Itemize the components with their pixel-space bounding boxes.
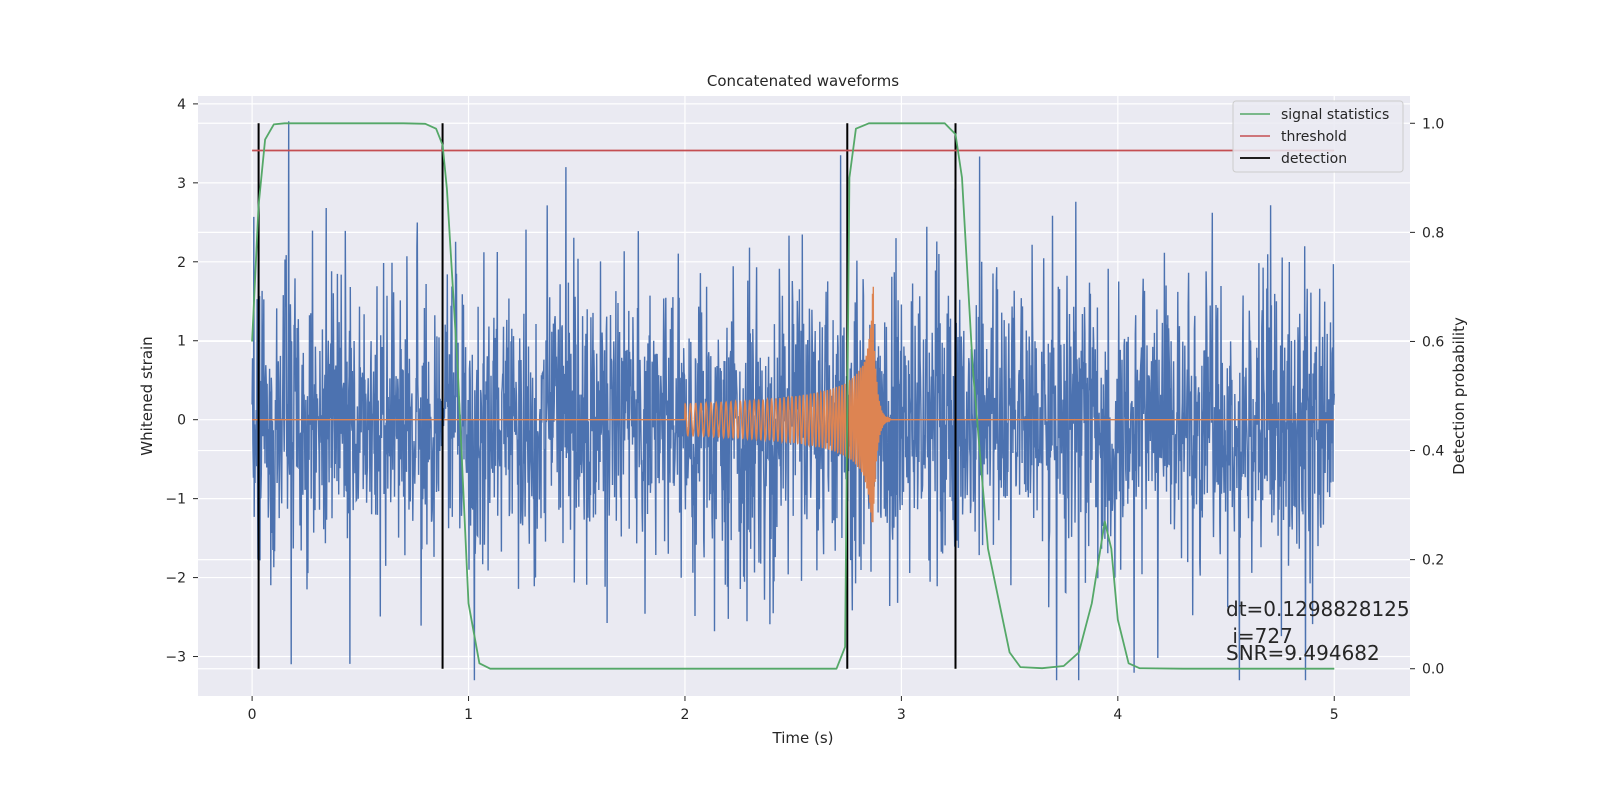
y-tick-label: 1 [177,334,186,350]
y-tick-label: −3 [165,650,186,666]
x-tick-label: 1 [464,707,473,723]
x-tick-label: 2 [681,707,690,723]
y-tick-label: −1 [165,492,186,508]
y-right-tick-label: 0.4 [1422,444,1444,460]
y-right-tick-label: 0.2 [1422,553,1444,569]
detection-layer [251,122,1335,670]
x-tick-label: 5 [1330,707,1339,723]
x-tick-label: 3 [897,707,906,723]
legend-box [1232,100,1404,173]
legend: signal statistics threshold detection [1232,100,1404,173]
legend-label-threshold: threshold [1281,129,1347,145]
y-axis-right-label: Detection probability [1450,317,1468,475]
annotation-index: i=727 [1226,624,1293,648]
series-whitened-strain-line [251,121,1335,681]
y-tick-label: 0 [177,413,186,429]
legend-label-detection: detection [1281,151,1347,167]
series-signal-statistics-line [251,122,1335,670]
annotation-snr: SNR=9.494682 [1226,641,1380,665]
x-axis-label: Time (s) [772,729,834,747]
y-right-tick-label: 1.0 [1422,116,1444,132]
chart-title: Concatenated waveforms [707,72,899,90]
annotation-dt: dt=0.1298828125 [1226,597,1410,621]
y-right-tick-label: 0.8 [1422,225,1444,241]
legend-label-signal-statistics: signal statistics [1281,107,1389,123]
y-tick-label: 2 [177,255,186,271]
y-tick-label: 3 [177,176,186,192]
y-right-tick-label: 0.6 [1422,334,1444,350]
y-tick-label: −2 [165,571,186,587]
x-tick-label: 4 [1113,707,1122,723]
x-tick-label: 0 [248,707,257,723]
series-chirp-line [252,286,1335,523]
ticks: 0 1 2 3 4 5 −3 −2 −1 0 1 2 3 4 0.0 0.2 0.4 0.6 0.8 1.0 [165,97,1444,723]
series-layer [251,121,1335,681]
y-right-tick-label: 0.0 [1422,662,1444,678]
y-axis-label: Whitened strain [138,336,156,455]
y-tick-label: 4 [177,97,186,113]
